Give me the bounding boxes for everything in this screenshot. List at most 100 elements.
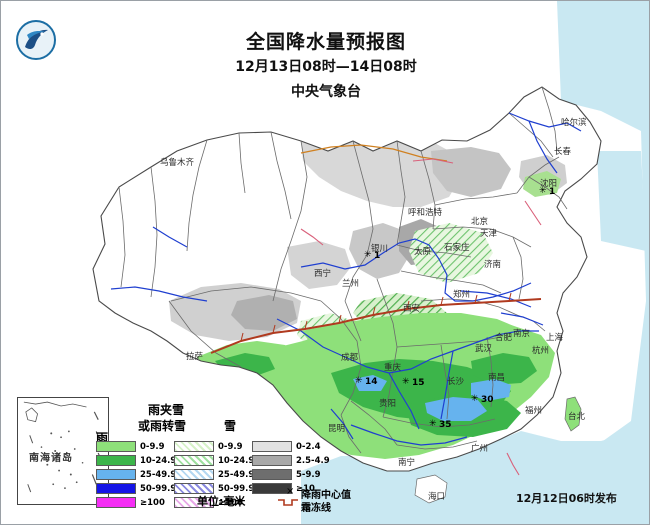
legend-label-snow: 0-2.4 [296,442,321,452]
sea-south-china [301,431,646,524]
city-label: 北京 [471,217,489,227]
rain-center-star-icon: ✳ [402,377,410,387]
legend-label-sleet: ≥100 [218,498,243,508]
legend: 雨 雨夹雪 或雨转雪 雪 0-9.9 10-24.9 25-49.9 50-99.9 ≥… [96,399,346,509]
snow-zone-qinghai [287,241,351,289]
rain-zone-heavy-1 [425,397,487,421]
rain-zone-heavy-2 [471,379,511,401]
city-label: 武汉 [475,344,493,354]
legend-swatch-sleet [174,441,214,452]
sleet-zone-hebei [409,223,493,283]
taiwan-island [564,396,582,432]
sea-japan-edge [597,151,646,251]
legend-label-snow: 5-9.9 [296,470,321,480]
city-label: 福州 [525,406,543,416]
rain-center-value: 15 [412,378,425,388]
boundary-marker-line [300,158,542,476]
legend-swatch-snow [252,441,292,452]
city-label: 银川 [371,244,389,254]
legend-swatch-sleet [174,455,214,466]
legend-label-rain: 10-24.9 [140,456,177,466]
frost-line-swatch-icon [278,499,298,506]
rivers [110,112,582,446]
rain-center-star-icon: ✳ [355,376,363,386]
city-label: 石家庄 [444,243,470,253]
city-label: 乌鲁木齐 [160,158,195,168]
legend-title-sleet-line2: 或雨转雪 [138,419,187,433]
city-label: 成都 [341,353,359,363]
rain-center-star-icon: ✳ [471,394,479,404]
city-label: 海口 [428,492,446,502]
frost-line-north [300,144,448,162]
legend-swatch-sleet [174,497,214,508]
legend-swatch-snow [252,469,292,480]
rain-center-value: 1 [374,251,381,261]
page-title: 全国降水量预报图 [245,31,406,53]
city-label: 兰州 [342,279,360,289]
legend-swatch-rain [96,469,136,480]
forecast-period: 12月13日08时—14日08时 [235,59,417,75]
snow-zone-tibet-core [231,295,297,331]
city-label: 上海 [546,333,564,343]
rain-center-value: 35 [439,420,452,430]
legend-label-rain: ≥100 [140,498,165,508]
rain-zone-liaoning-light [523,171,561,197]
legend-label-rain: 0-9.9 [140,442,165,452]
rain-center-value: 30 [481,395,494,405]
rain-center-symbol-icon: × [286,486,295,497]
province-borders [92,86,602,472]
city-label: 南宁 [398,458,416,468]
city-label: 太原 [414,247,432,257]
city-label: 呼和浩特 [408,208,443,218]
city-label: 南昌 [488,373,506,383]
city-label: 南京 [513,329,531,339]
legend-label-sleet: 50-99.9 [218,484,255,494]
city-label: 西宁 [314,269,332,279]
legend-frostline-label: 霜冻线 [301,503,331,514]
legend-label-sleet: 25-49.9 [218,470,255,480]
city-label: 西安 [403,304,421,314]
inset-label: 南海诸岛 [29,453,73,464]
city-label: 郑州 [453,290,471,300]
city-label: 济南 [484,260,502,270]
legend-rain-center-label: 降雨中心值 [301,490,351,501]
cma-dragon-logo [16,20,56,60]
city-label: 台北 [568,412,586,422]
legend-swatch-snow [252,483,292,494]
legend-swatch-sleet [174,469,214,480]
rain-center-star-icon: ✳ [539,186,547,196]
snow-zone-ne-dark [431,147,511,197]
legend-swatch-snow [252,455,292,466]
rain-center-star-icon: ✳ [364,250,372,260]
legend-label-sleet: 0-9.9 [218,442,243,452]
rain-zone-mid-jiangxi [471,353,537,385]
legend-swatch-rain [96,455,136,466]
legend-swatch-rain [96,441,136,452]
legend-label-rain: 25-49.9 [140,470,177,480]
legend-label-sleet: 10-24.9 [218,456,255,466]
city-label: 广州 [471,444,489,454]
city-label: 天津 [480,229,498,239]
city-label: 合肥 [495,333,513,343]
frost-line-barbs [240,292,512,342]
city-label: 杭州 [532,346,550,356]
city-label: 长春 [554,147,572,157]
legend-swatch-sleet [174,483,214,494]
city-label: 沈阳 [540,179,558,189]
city-label: 哈尔滨 [561,118,587,128]
issue-time: 12月12日06时发布 [516,492,617,505]
inset-map [23,401,103,493]
legend-swatch-rain [96,497,136,508]
legend-title-sleet-line1: 雨夹雪 [148,403,185,417]
legend-unit: 单位:毫米 [197,495,246,508]
rain-center-star-icon: ✳ [429,419,437,429]
city-label: 长沙 [447,377,465,387]
rain-zone-heavy-3 [353,375,387,391]
hainan-island [414,474,448,504]
city-label: 拉萨 [186,352,204,362]
legend-label-rain: 50-99.9 [140,484,177,494]
legend-label-snow: ≥10 [296,484,315,494]
rain-center-value: 14 [365,377,378,387]
